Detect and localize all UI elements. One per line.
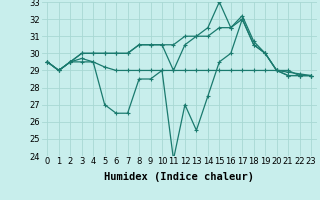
- X-axis label: Humidex (Indice chaleur): Humidex (Indice chaleur): [104, 172, 254, 182]
